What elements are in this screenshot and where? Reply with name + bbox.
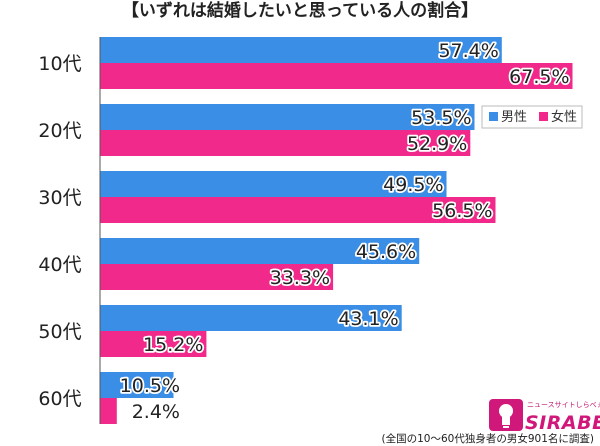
category-label: 50代 [38,321,81,343]
value-label: 43.1% [338,308,398,330]
bar-male [100,104,475,130]
value-label: 45.6% [356,241,416,263]
bar-female [100,264,334,290]
value-label: 2.4% [132,401,180,423]
category-labels: 10代 20代 30代 40代 50代 60代 [38,53,81,410]
value-label: 10.5% [120,375,180,397]
value-label: 15.2% [143,334,203,356]
value-label: 49.5% [383,174,443,196]
legend-swatch-female [539,112,548,121]
chart-title: 【いずれは結婚したいと思っている人の割合】 [122,0,478,21]
value-label: 67.5% [509,66,569,88]
category-label: 30代 [38,187,81,209]
value-label: 52.9% [407,133,467,155]
bar-male [100,238,420,264]
logo-subtitle: ニュースサイトしらべぇ [527,401,600,409]
bar-female [100,197,496,223]
legend: 男性 女性 [481,105,583,129]
sirabee-logo: ニュースサイトしらべぇ SIRABEE [489,399,600,434]
bar-male [100,171,447,197]
bar-male [100,305,402,331]
value-label: 56.5% [432,200,492,222]
bar-female [100,398,117,424]
lightbulb-icon [489,399,523,431]
bars-group [100,37,573,424]
logo-name: SIRABEE [525,412,600,434]
value-labels: 57.4% 67.5% 53.5% 52.9% 49.5% 56.5% 45.6% 33.3%… [118,38,571,425]
legend-label-male: 男性 [501,110,527,125]
bar-female [100,130,471,156]
legend-swatch-male [489,112,498,121]
bar-male [100,372,174,398]
category-label: 60代 [38,388,81,410]
bar-female [100,331,207,357]
category-label: 10代 [38,53,81,75]
value-label: 53.5% [411,107,471,129]
legend-label-female: 女性 [551,109,577,125]
category-label: 40代 [38,254,81,276]
value-label: 33.3% [270,267,330,289]
survey-note: (全国の10～60代独身者の男女901名に調査) [382,432,594,445]
legend-box [481,105,583,129]
bar-female [100,63,573,89]
value-label: 57.4% [438,40,498,62]
bar-male [100,37,502,63]
category-label: 20代 [38,120,81,142]
